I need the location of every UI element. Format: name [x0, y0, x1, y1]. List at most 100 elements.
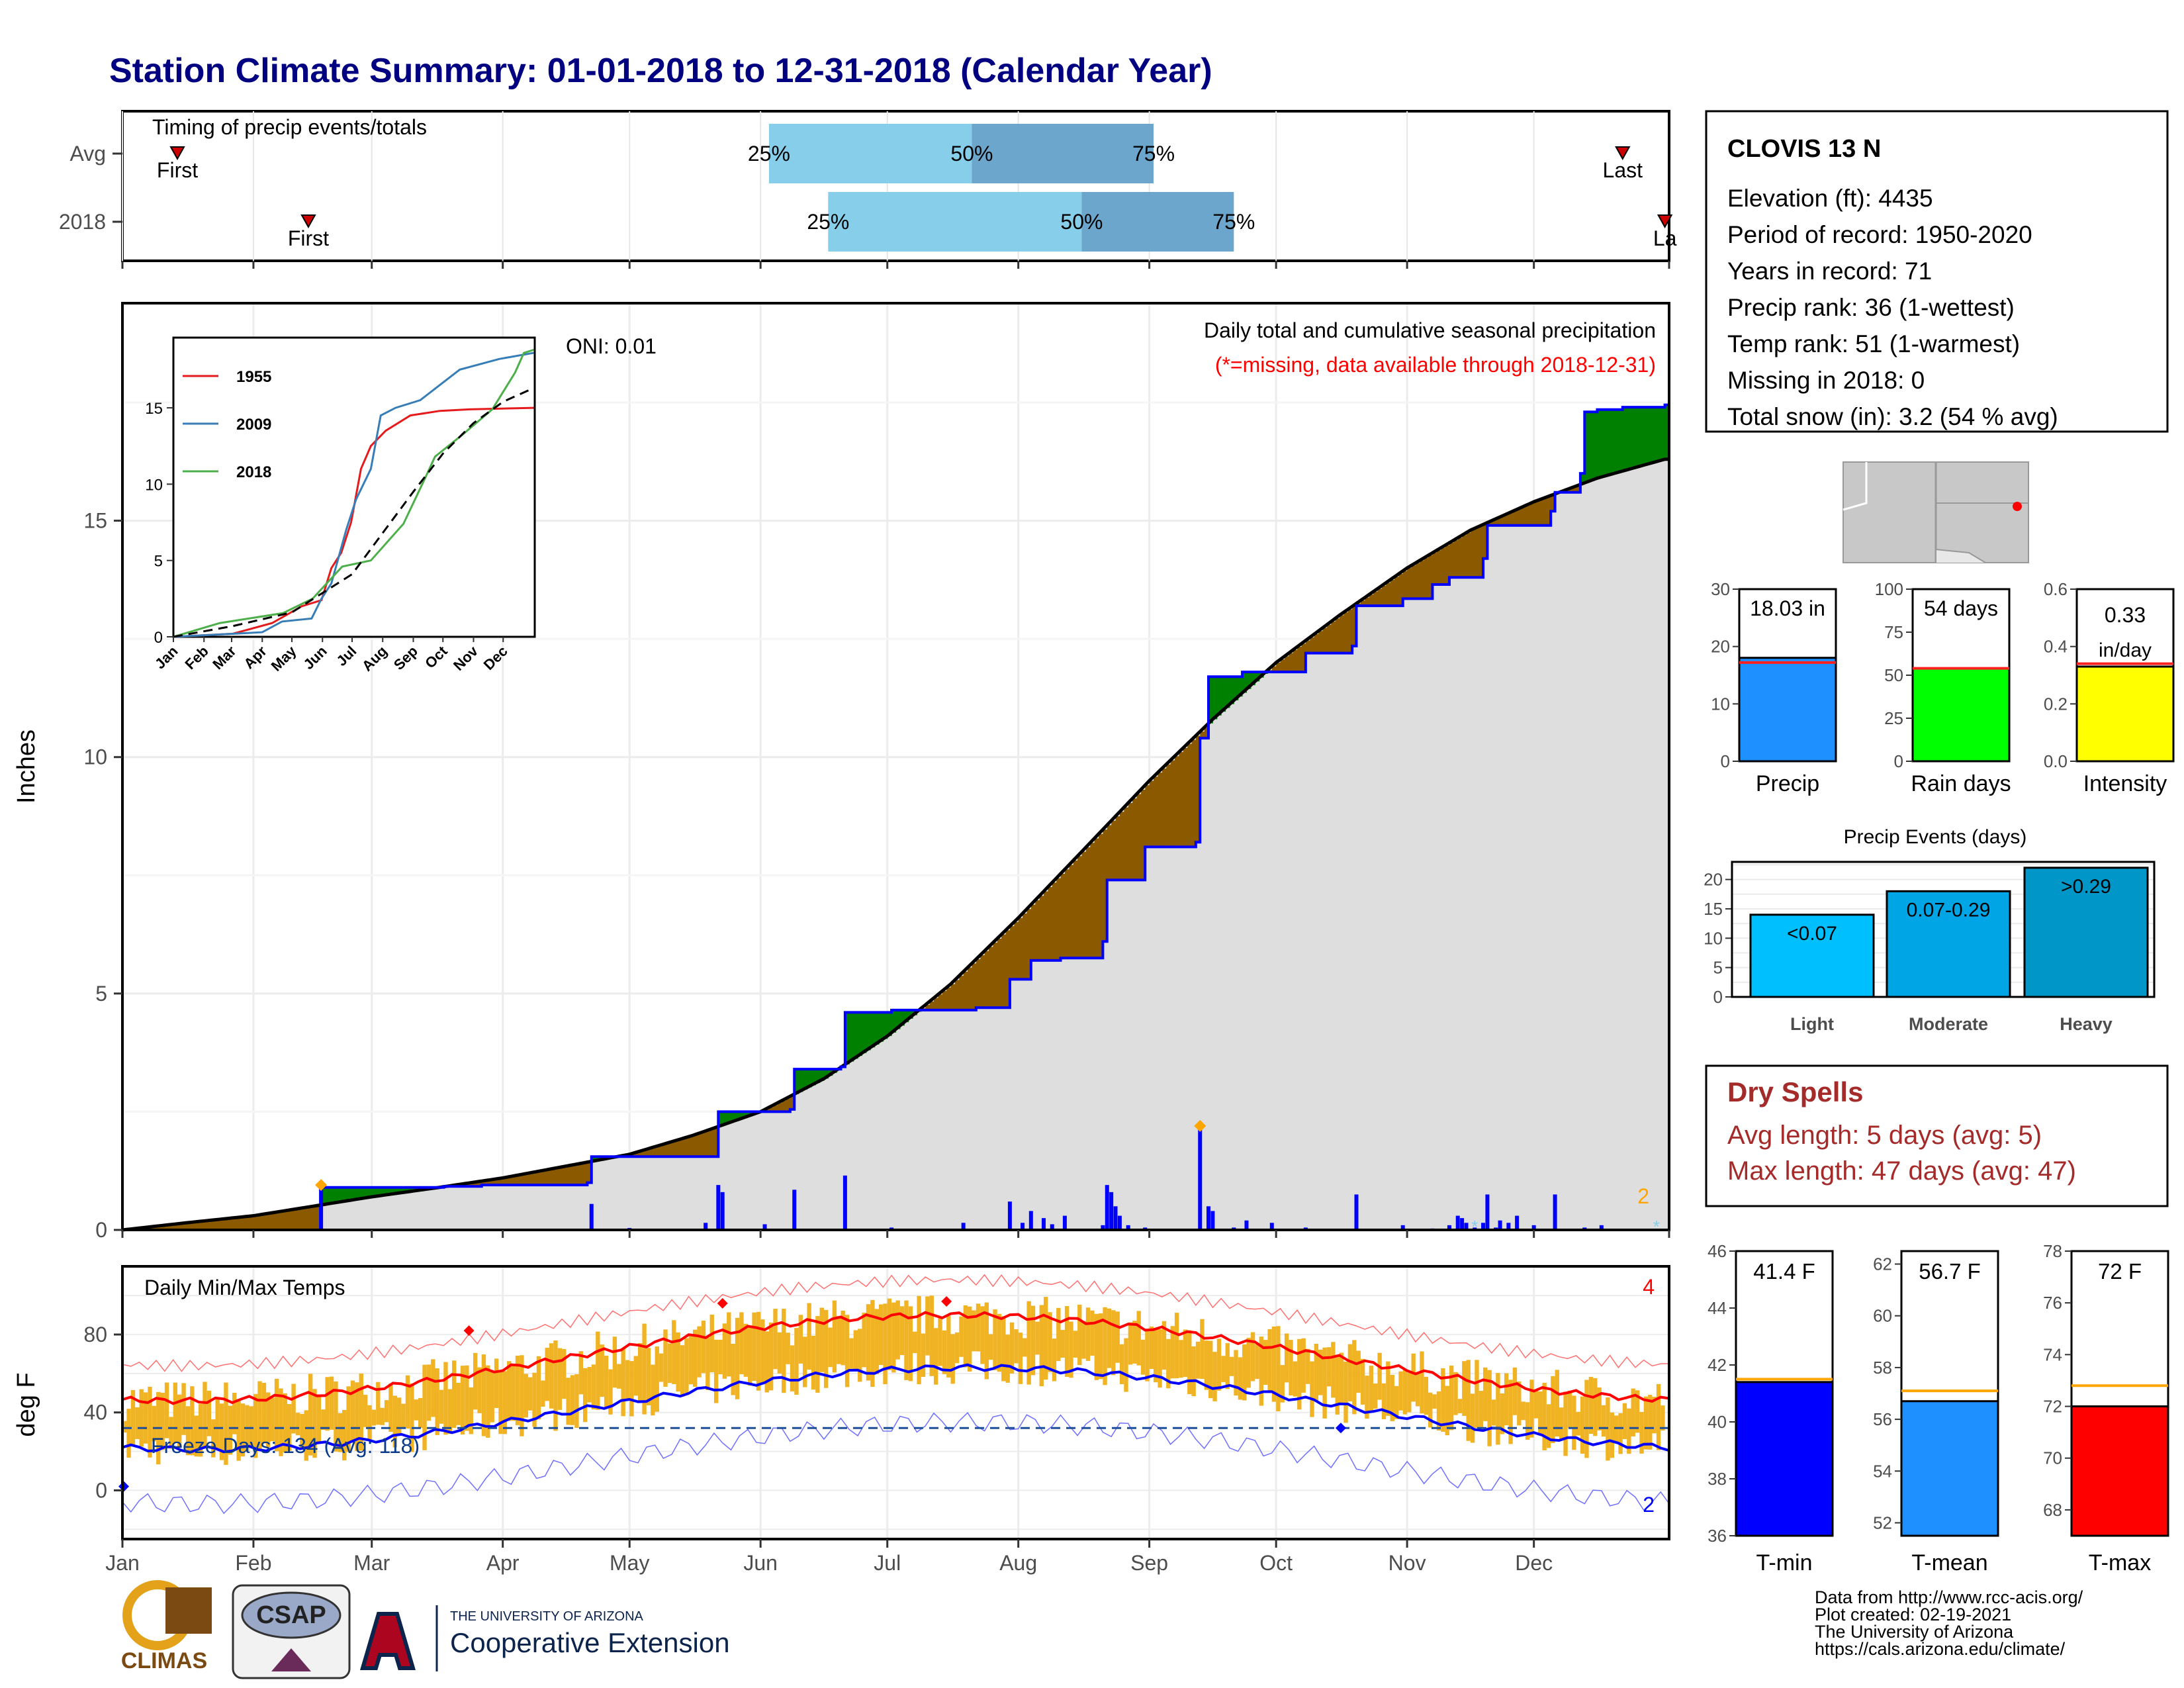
temp-bar-fill [1735, 1381, 1834, 1537]
daily-temp-range-bar [1580, 1396, 1585, 1454]
precip-deficit-area [1030, 904, 1036, 961]
precip-surplus-area [1606, 409, 1611, 476]
daily-temp-range-bar [515, 1355, 520, 1425]
daily-temp-range-bar [527, 1377, 533, 1411]
footer: Data from http://www.rcc-acis.org/Plot c… [121, 1580, 2083, 1679]
precip-deficit-area [1056, 878, 1062, 961]
precip-surplus-area [367, 1187, 373, 1198]
daily-temp-range-bar [1538, 1391, 1543, 1434]
precip-deficit-area [1026, 909, 1032, 980]
daily-temp-range-bar [426, 1364, 432, 1421]
precip-deficit-area [473, 1182, 478, 1187]
precip-deficit-area [549, 1169, 554, 1186]
daily-temp-range-bar [325, 1377, 330, 1431]
timing-rows: Avg 25% 50% 75% First Last 2018 25% 50% 75% First L… [59, 124, 1677, 252]
daily-temp-range-bar [1457, 1399, 1463, 1413]
precip-deficit-area [633, 1152, 639, 1157]
precip-deficit-area [1145, 785, 1150, 847]
daily-temp-range-bar [1356, 1350, 1361, 1393]
precip-deficit-area [1373, 591, 1379, 606]
daily-temp-range-bar [1453, 1372, 1458, 1415]
daily-precip-bar [1206, 1206, 1211, 1230]
daily-temp-range-bar [1504, 1373, 1509, 1426]
record-low-marker [1335, 1423, 1346, 1434]
event-category-label: Light [1790, 1014, 1834, 1034]
daily-temp-range-bar [612, 1336, 617, 1388]
daily-temp-range-bar [1546, 1404, 1551, 1448]
daily-temp-range-bar [1449, 1365, 1454, 1430]
precip-deficit-area [1195, 735, 1201, 843]
daily-temp-range-bar [1424, 1376, 1429, 1415]
daily-temp-range-bar [1597, 1387, 1602, 1430]
daily-temp-range-bar [790, 1345, 795, 1391]
precip-deficit-area [997, 938, 1002, 1008]
precip-deficit-area [498, 1178, 504, 1186]
events-y-tick-label: 0 [1713, 987, 1723, 1007]
daily-temp-range-bar [1588, 1376, 1594, 1434]
events-y-tick-label: 20 [1704, 870, 1723, 890]
daily-temp-range-bar [713, 1339, 719, 1403]
month-tick-label: Jan [105, 1551, 140, 1575]
daily-temp-range-bar [891, 1302, 896, 1373]
precip-deficit-area [1567, 489, 1572, 492]
mini-bar-y-tick-label: 75 [1884, 622, 1903, 642]
daily-temp-range-bar [752, 1312, 756, 1382]
precip-surplus-area [904, 1009, 909, 1023]
daily-temp-range-bar [1432, 1394, 1437, 1409]
precip-count-label: 2 [1637, 1184, 1649, 1208]
daily-temp-range-bar [731, 1344, 735, 1395]
precip-deficit-area [1496, 518, 1501, 526]
mini-bar-axis-label: Rain days [1911, 771, 2011, 796]
precip-deficit-area [1161, 768, 1167, 847]
daily-temp-range-bar [1161, 1321, 1167, 1370]
csap-logo: CSAP [232, 1584, 351, 1679]
precip-deficit-area [1200, 731, 1205, 739]
station-info-line: Total snow (in): 3.2 (54 % avg) [1727, 403, 2058, 430]
precip-deficit-area [287, 1210, 293, 1230]
record-high-marker [941, 1295, 952, 1307]
inset-series-line [173, 349, 534, 638]
precip-surplus-area [346, 1187, 351, 1201]
daily-temp-range-bar [1610, 1412, 1614, 1458]
uofa-small-text: THE UNIVERSITY OF ARIZONA [450, 1609, 644, 1624]
daily-temp-range-bar [646, 1348, 651, 1405]
daily-temp-range-bar [465, 1365, 469, 1431]
daily-temp-range-bar [773, 1309, 778, 1370]
event-category-label: Moderate [1909, 1014, 1988, 1034]
precip-surplus-area [844, 1012, 850, 1064]
daily-temp-range-bar [380, 1407, 385, 1425]
daily-temp-range-bar [1221, 1356, 1226, 1382]
precip-surplus-area [1618, 409, 1623, 473]
precip-surplus-area [815, 1069, 821, 1084]
precip-deficit-area [1475, 528, 1480, 578]
daily-temp-range-bar [169, 1417, 173, 1449]
temp-bar-axis-label: T-min [1756, 1550, 1813, 1575]
precip-surplus-area [819, 1069, 825, 1081]
daily-temp-range-bar [211, 1419, 216, 1458]
daily-temp-range-bar [287, 1404, 292, 1451]
timing-marker-label: First [288, 226, 329, 250]
mini-bar-y-tick-label: 100 [1875, 579, 1903, 599]
daily-temp-range-bar [866, 1304, 871, 1381]
precip-deficit-area [527, 1173, 533, 1186]
daily-temp-range-bar [942, 1330, 947, 1374]
precip-deficit-area [507, 1177, 512, 1186]
daily-temp-range-bar [1360, 1358, 1365, 1405]
inset-series-line [173, 406, 534, 638]
precip-deficit-area [693, 1135, 698, 1157]
precip-deficit-area [1470, 530, 1475, 578]
precip-deficit-area [782, 1100, 787, 1112]
precip-surplus-area [380, 1187, 385, 1196]
daily-temp-range-bar [1001, 1316, 1006, 1382]
precip-deficit-area [219, 1219, 224, 1230]
month-tick-label: Jul [874, 1551, 901, 1575]
precip-deficit-area [1284, 656, 1289, 673]
precip-deficit-area [938, 994, 943, 1010]
daily-temp-range-bar [1026, 1301, 1031, 1385]
temp-bar-value-label: 56.7 F [1919, 1259, 1981, 1284]
precip-deficit-area [1081, 851, 1087, 959]
events-y-tick-label: 15 [1704, 899, 1723, 919]
dry-spells-box: Dry Spells Avg length: 5 days (avg: 5) M… [1705, 1064, 2169, 1207]
precip-deficit-area [481, 1181, 486, 1186]
daily-temp-range-bar [1601, 1405, 1606, 1437]
